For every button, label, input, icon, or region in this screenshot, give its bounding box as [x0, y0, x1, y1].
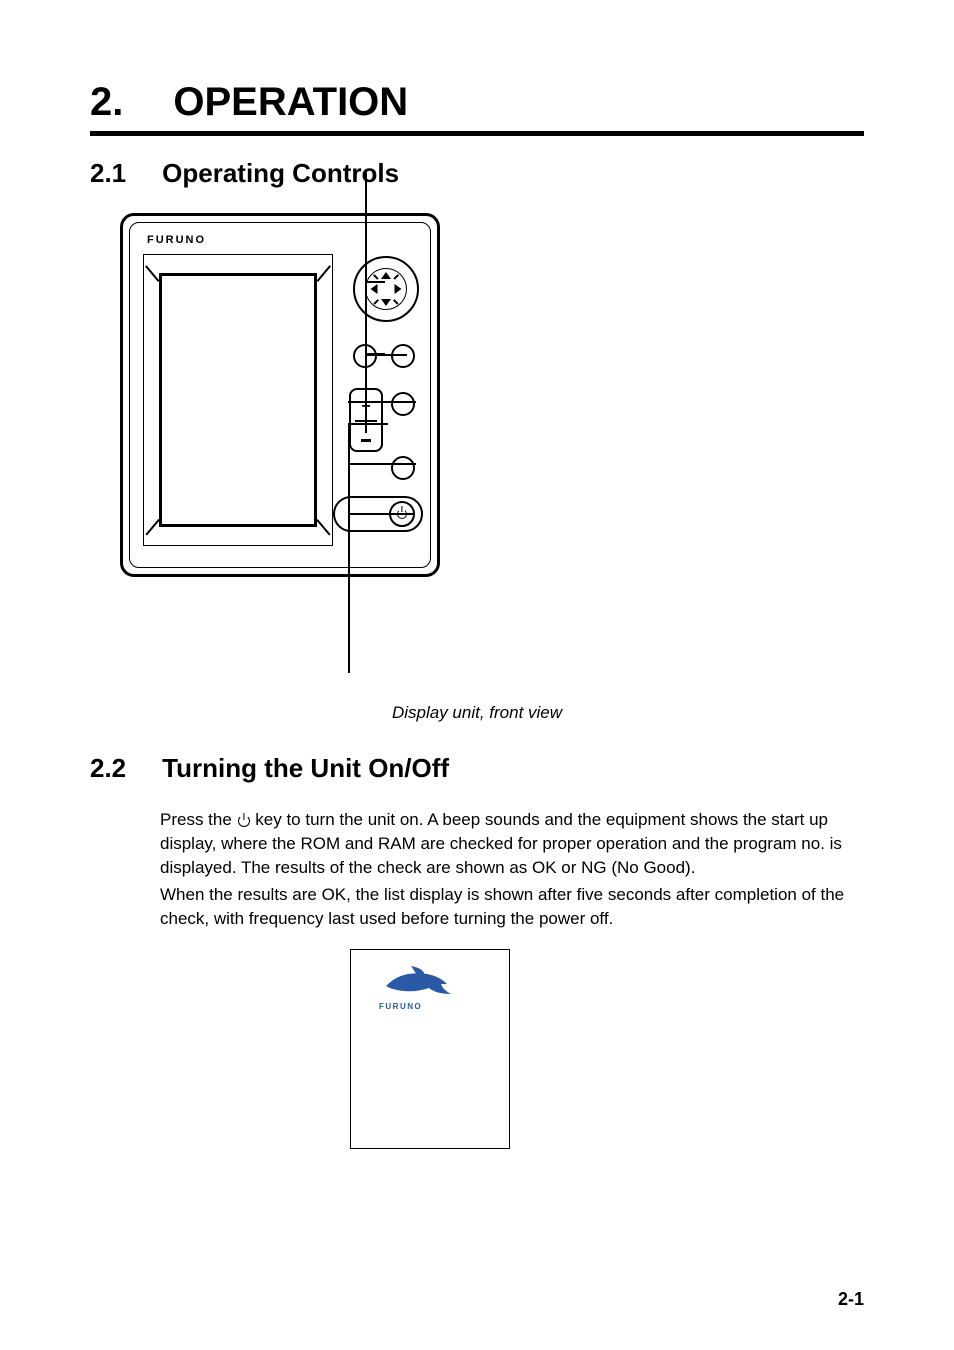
display-screen — [143, 254, 333, 546]
power-frame — [333, 496, 423, 532]
range-side-button-top[interactable] — [391, 392, 415, 416]
device-outer-case: FURUNO + — [120, 213, 440, 577]
section-number: 2.1 — [90, 158, 126, 189]
paragraph-1: Press the key to turn the unit on. A bee… — [160, 808, 864, 879]
startup-display-figure: FURUNO — [350, 949, 510, 1149]
figure-caption: Display unit, front view — [90, 703, 864, 723]
brand-label: FURUNO — [147, 234, 206, 246]
round-button-right[interactable] — [391, 344, 415, 368]
chapter-heading: 2. OPERATION — [90, 80, 864, 125]
chapter-title-text: OPERATION — [173, 80, 408, 125]
cursor-pad[interactable] — [353, 256, 419, 322]
arrow-right-icon — [395, 284, 402, 294]
device-figure: FURUNO + — [90, 213, 864, 693]
section-title: Turning the Unit On/Off — [162, 753, 449, 784]
startup-brand-text: FURUNO — [379, 1002, 422, 1011]
page-number: 2-1 — [838, 1289, 864, 1310]
round-button-left[interactable] — [353, 344, 377, 368]
power-icon — [237, 813, 251, 827]
arrow-down-icon — [381, 299, 391, 306]
arrow-up-icon — [381, 272, 391, 279]
section-2-1-heading: 2.1 Operating Controls — [90, 158, 864, 189]
section-number: 2.2 — [90, 753, 126, 784]
chapter-rule — [90, 131, 864, 136]
range-side-button-bottom[interactable] — [391, 456, 415, 480]
chapter-number: 2. — [90, 80, 123, 125]
body-paragraphs: Press the key to turn the unit on. A bee… — [90, 808, 864, 931]
fish-logo-icon — [381, 964, 453, 1000]
power-button[interactable] — [389, 501, 415, 527]
screen-bezel — [159, 273, 317, 527]
section-title: Operating Controls — [162, 158, 399, 189]
plus-icon: + — [361, 402, 370, 412]
section-2-2-heading: 2.2 Turning the Unit On/Off — [90, 753, 864, 784]
minus-icon — [361, 439, 371, 442]
paragraph-2: When the results are OK, the list displa… — [160, 883, 864, 931]
arrow-left-icon — [371, 284, 378, 294]
range-rocker[interactable]: + — [349, 388, 383, 452]
